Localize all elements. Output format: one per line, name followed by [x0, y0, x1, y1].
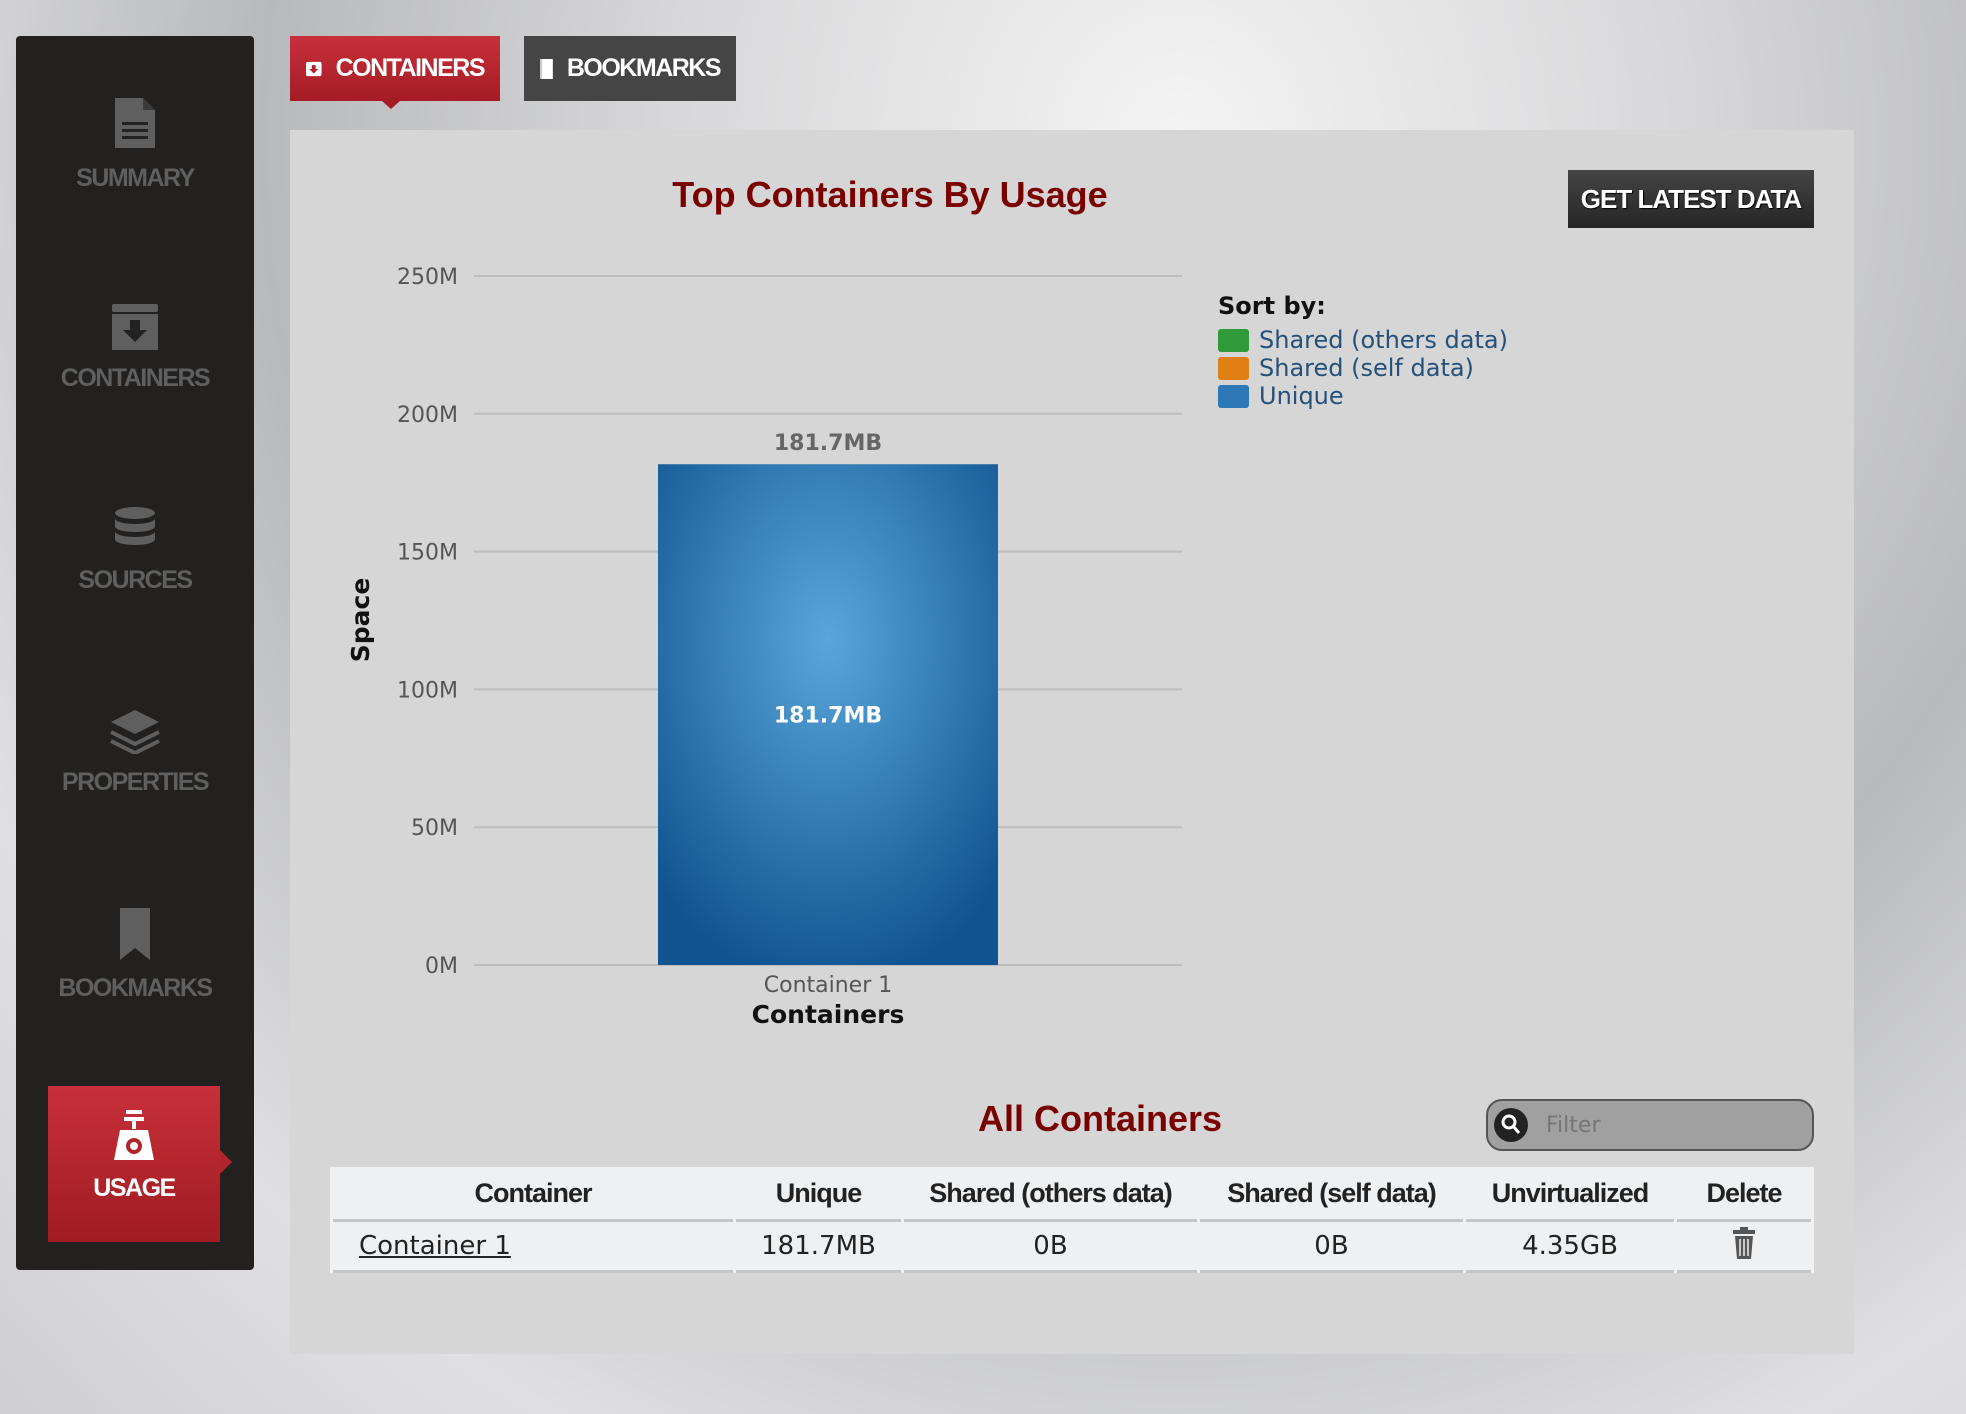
legend-label: Unique: [1259, 382, 1344, 410]
y-tick-label: 150M: [397, 541, 458, 566]
col-header-delete: Delete: [1706, 1177, 1782, 1208]
container-link[interactable]: Container 1: [359, 1231, 511, 1261]
sidebar-item-sources[interactable]: SOURCES: [16, 506, 254, 666]
tab-label: CONTAINERS: [335, 54, 486, 82]
sidebar-item-label: USAGE: [93, 1174, 176, 1202]
y-tick-label: 250M: [397, 265, 458, 290]
legend-label: Shared (self data): [1259, 354, 1474, 382]
cell-unvirtualized: 4.35GB: [1466, 1219, 1674, 1273]
x-axis-label: Containers: [752, 1000, 905, 1029]
tab-bookmarks[interactable]: BOOKMARKS: [524, 36, 736, 101]
usage-chart: 0M 50M 100M 150M 200M 250M 181.7MB 181.7MB Conta…: [346, 265, 1182, 1029]
get-latest-data-button[interactable]: GET LATEST DATA: [1568, 170, 1814, 228]
bookmark-icon: [540, 58, 553, 79]
bar: [658, 464, 998, 965]
y-tick-label: 200M: [397, 403, 458, 428]
sidebar-item-bookmarks[interactable]: BOOKMARKS: [16, 908, 254, 1068]
y-tick-label: 0M: [425, 954, 458, 979]
chart-legend: Sort by: Shared (others data) Shared (se…: [1218, 292, 1508, 410]
table-header-row: Container Unique Shared (others data) Sh…: [333, 1167, 1811, 1219]
bookmark-icon: [120, 908, 150, 960]
legend-item-shared-others[interactable]: Shared (others data): [1218, 326, 1508, 354]
col-header-unvirtualized[interactable]: Unvirtualized: [1491, 1177, 1650, 1208]
document-icon: [115, 98, 155, 148]
tab-containers[interactable]: CONTAINERS: [290, 36, 500, 109]
legend-swatch: [1218, 384, 1249, 408]
x-tick-label: Container 1: [764, 973, 893, 998]
containers-table: Container Unique Shared (others data) Sh…: [330, 1167, 1814, 1273]
y-tick-label: 50M: [411, 816, 458, 841]
scale-icon: [114, 1110, 154, 1160]
legend-label: Shared (others data): [1259, 326, 1508, 354]
archive-download-icon: [306, 61, 322, 76]
legend-item-shared-self[interactable]: Shared (self data): [1218, 354, 1508, 382]
all-containers-title: All Containers: [977, 1098, 1223, 1139]
cell-unique: 181.7MB: [736, 1219, 901, 1273]
legend-title: Sort by:: [1218, 292, 1326, 320]
legend-item-unique[interactable]: Unique: [1218, 382, 1508, 410]
tab-label: BOOKMARKS: [566, 54, 722, 82]
bar-data-label: 181.7MB: [774, 704, 882, 729]
database-icon: [115, 507, 155, 545]
legend-swatch: [1218, 356, 1249, 380]
y-tick-label: 100M: [397, 678, 458, 703]
legend-swatch: [1218, 328, 1249, 352]
col-header-unique[interactable]: Unique: [775, 1177, 863, 1208]
sidebar-item-containers[interactable]: CONTAINERS: [16, 304, 254, 464]
cell-shared-self: 0B: [1200, 1219, 1463, 1273]
col-header-shared-self[interactable]: Shared (self data): [1227, 1177, 1437, 1208]
delete-button[interactable]: [1677, 1219, 1811, 1273]
archive-download-icon: [112, 304, 158, 350]
col-header-shared-others[interactable]: Shared (others data): [929, 1177, 1173, 1208]
filter-input[interactable]: [1546, 1112, 1786, 1138]
sidebar-item-label: CONTAINERS: [60, 364, 211, 392]
table-row: Container 1 181.7MB 0B 0B 4.35GB: [333, 1219, 1811, 1273]
sidebar-item-label: PROPERTIES: [61, 768, 210, 796]
search-icon: [1494, 1108, 1528, 1142]
sidebar-item-label: BOOKMARKS: [58, 974, 213, 1002]
sidebar-item-label: SUMMARY: [76, 164, 195, 192]
sidebar-item-label: SOURCES: [78, 566, 193, 594]
y-axis-label: Space: [346, 578, 375, 663]
col-header-container[interactable]: Container: [474, 1177, 592, 1208]
chart-title: Top Containers By Usage: [672, 174, 1108, 215]
sidebar: SUMMARY CONTAINERS SOURCES PROPERTIES BO…: [16, 36, 254, 1270]
bar-top-label: 181.7MB: [774, 431, 882, 456]
cell-shared-others: 0B: [904, 1219, 1197, 1273]
filter-field[interactable]: [1486, 1099, 1814, 1151]
sidebar-item-properties[interactable]: PROPERTIES: [16, 708, 254, 868]
sidebar-item-usage[interactable]: USAGE: [48, 1086, 232, 1242]
trash-icon: [1733, 1226, 1755, 1259]
layers-icon: [110, 710, 160, 754]
main-panel: Top Containers By Usage GET LATEST DATA …: [290, 130, 1854, 1354]
sidebar-item-summary[interactable]: SUMMARY: [16, 96, 254, 256]
